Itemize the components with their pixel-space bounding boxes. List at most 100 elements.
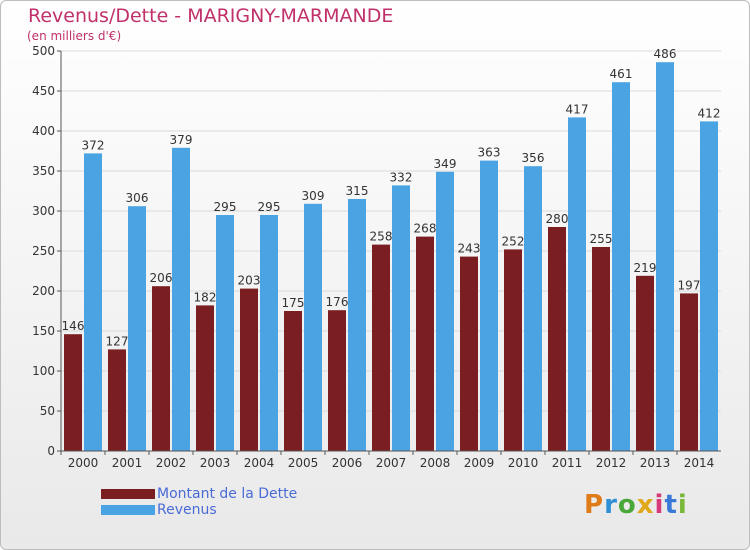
data-label-dette: 219 — [634, 261, 657, 275]
data-label-revenus: 461 — [610, 67, 633, 81]
legend-label-revenus: Revenus — [157, 502, 217, 518]
bar-dette — [196, 305, 214, 451]
legend-label-dette: Montant de la Dette — [157, 486, 298, 502]
data-label-dette: 243 — [458, 242, 481, 256]
x-tick-label: 2010 — [508, 456, 539, 470]
bar-dette — [64, 334, 82, 451]
data-label-revenus: 356 — [522, 151, 545, 165]
y-tick-label: 250 — [32, 244, 55, 258]
x-axis-ticks: 2000 2001 2002 2003 2004 2005 2006 2007 2008 2009… — [60, 451, 715, 470]
data-label-dette: 127 — [106, 334, 129, 348]
y-tick-label: 50 — [40, 404, 55, 418]
data-label-dette: 258 — [370, 230, 393, 244]
x-tick-label: 2005 — [288, 456, 319, 470]
y-tick-label: 300 — [32, 204, 55, 218]
bar-dette — [372, 244, 390, 451]
y-tick-label: 350 — [32, 164, 55, 178]
data-label-dette: 268 — [414, 222, 437, 236]
data-label-dette: 197 — [678, 278, 701, 292]
x-tick-label: 2012 — [596, 456, 627, 470]
grid-lines — [61, 50, 721, 452]
data-label-revenus: 363 — [478, 146, 501, 160]
bar-dette — [240, 288, 258, 451]
x-tick-label: 2013 — [640, 456, 671, 470]
x-tick-label: 2011 — [552, 456, 583, 470]
data-label-revenus: 295 — [258, 200, 281, 214]
bar-revenus — [128, 206, 146, 451]
bar-revenus — [348, 199, 366, 451]
bar-dette — [504, 249, 522, 451]
legend-swatch-dette — [101, 489, 155, 499]
bar-revenus — [84, 153, 102, 451]
data-labels: 146 372 127 306 206 379 182 295 203 295 175 309 176 3… — [62, 47, 721, 348]
y-tick-label: 0 — [47, 444, 55, 458]
bar-revenus — [172, 147, 190, 452]
data-label-revenus: 295 — [214, 200, 237, 214]
x-tick-label: 2003 — [200, 456, 231, 470]
x-tick-label: 2007 — [376, 456, 407, 470]
bar-dette — [152, 286, 170, 451]
data-label-revenus: 332 — [390, 170, 413, 184]
bar-revenus — [656, 62, 674, 451]
y-tick-label: 450 — [32, 84, 55, 98]
bar-dette — [416, 236, 434, 451]
data-label-dette: 252 — [502, 234, 525, 248]
bar-revenus — [480, 160, 498, 451]
x-tick-label: 2009 — [464, 456, 495, 470]
bar-revenus — [436, 171, 454, 452]
data-label-dette: 255 — [590, 232, 613, 246]
bar-revenus — [260, 215, 278, 451]
x-tick-label: 2000 — [68, 456, 99, 470]
x-tick-label: 2006 — [332, 456, 363, 470]
x-tick-label: 2014 — [684, 456, 715, 470]
y-tick-label: 200 — [32, 284, 55, 298]
data-label-dette: 203 — [238, 274, 261, 288]
data-label-revenus: 486 — [654, 47, 677, 61]
bar-revenus — [392, 185, 410, 451]
chart-subtitle: (en milliers d'€) — [27, 29, 122, 43]
data-label-revenus: 412 — [698, 106, 721, 120]
bar-dette — [680, 293, 698, 451]
y-tick-label: 150 — [32, 324, 55, 338]
y-tick-label: 500 — [32, 44, 55, 58]
bar-dette — [592, 247, 610, 451]
x-tick-label: 2004 — [244, 456, 275, 470]
legend-swatch-revenus — [101, 505, 155, 515]
data-label-revenus: 379 — [170, 133, 193, 147]
data-label-revenus: 349 — [434, 157, 457, 171]
bar-revenus — [700, 121, 718, 452]
x-tick-label: 2001 — [112, 456, 143, 470]
data-label-dette: 280 — [546, 212, 569, 226]
data-label-dette: 176 — [326, 295, 349, 309]
data-label-dette: 206 — [150, 271, 173, 285]
chart-title: Revenus/Dette - MARIGNY-MARMANDE — [28, 5, 394, 27]
data-label-dette: 182 — [194, 290, 217, 304]
bars — [64, 62, 718, 452]
bar-dette — [548, 227, 566, 451]
bar-revenus — [524, 166, 542, 451]
bar-revenus — [304, 203, 322, 451]
data-label-dette: 146 — [62, 319, 85, 333]
bar-revenus — [612, 82, 630, 451]
bar-dette — [108, 349, 126, 451]
data-label-revenus: 315 — [346, 184, 369, 198]
bar-dette — [636, 275, 654, 451]
bar-revenus — [216, 215, 234, 451]
bar-dette — [284, 311, 302, 451]
bar-revenus — [568, 117, 586, 452]
y-tick-label: 100 — [32, 364, 55, 378]
data-label-revenus: 306 — [126, 191, 149, 205]
data-label-revenus: 309 — [302, 189, 325, 203]
bar-dette — [328, 310, 346, 451]
y-axis-ticks: 0 50 100 150 200 250 300 350 400 450 500 — [32, 44, 61, 458]
axes — [60, 51, 721, 452]
x-tick-label: 2008 — [420, 456, 451, 470]
data-label-revenus: 372 — [82, 138, 105, 152]
data-label-dette: 175 — [282, 296, 305, 310]
data-label-revenus: 417 — [566, 102, 589, 116]
y-tick-label: 400 — [32, 124, 55, 138]
bar-dette — [460, 256, 478, 451]
proxiti-logo: Proxiti — [584, 490, 688, 520]
